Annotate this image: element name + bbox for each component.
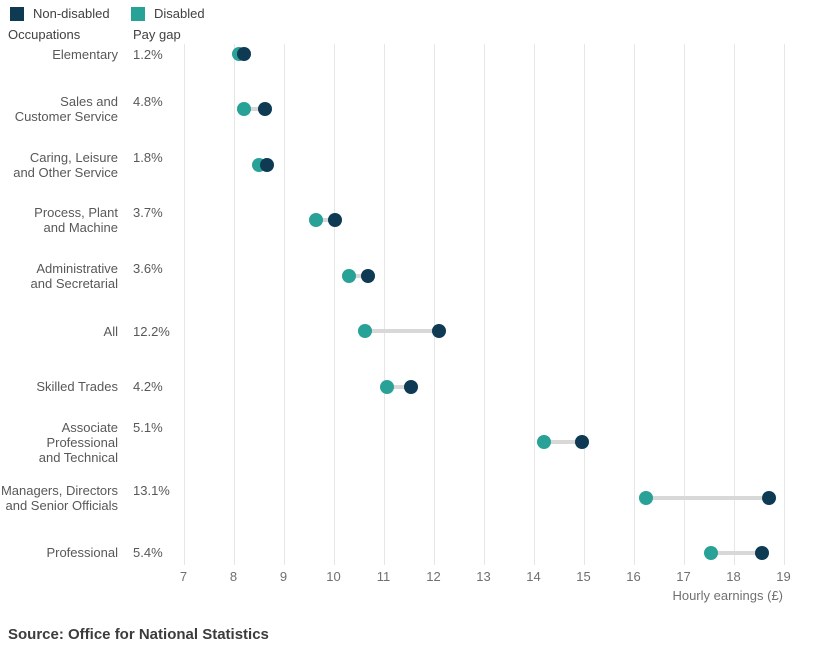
dot-disabled[interactable] xyxy=(236,102,251,117)
occupation-label: Elementary xyxy=(52,46,118,62)
pay-gap-value: 5.4% xyxy=(133,545,163,561)
dot-non-disabled[interactable] xyxy=(574,435,589,450)
dumbbell-connector xyxy=(316,218,335,223)
column-header-pay-gap: Pay gap xyxy=(133,27,181,42)
dot-disabled[interactable] xyxy=(536,435,551,450)
x-tick-label: 12 xyxy=(426,569,441,584)
gridline xyxy=(683,44,685,565)
dumbbell-connector xyxy=(243,107,265,112)
dot-disabled[interactable] xyxy=(358,324,372,339)
occupation-label: All xyxy=(103,323,118,339)
chart-row: Associate Professional and Technical 5.1% xyxy=(0,420,814,465)
pay-gap-value: 1.8% xyxy=(133,149,163,165)
x-tick-label: 17 xyxy=(676,569,691,584)
dot-non-disabled[interactable] xyxy=(257,102,272,117)
dumbbell-connector xyxy=(386,384,411,389)
pay-gap-value: 3.6% xyxy=(133,260,163,276)
x-tick-label: 8 xyxy=(229,569,238,584)
source-note: Source: Office for National Statistics xyxy=(8,626,269,643)
legend-swatch-non-disabled-icon xyxy=(10,6,24,21)
chart-row: Elementary 1.2% xyxy=(0,47,814,62)
x-tick-label: 13 xyxy=(476,569,491,584)
x-axis-title: Hourly earnings (£) xyxy=(672,588,783,603)
pay-gap-value: 3.7% xyxy=(133,205,163,221)
pay-gap-value: 4.2% xyxy=(133,379,163,395)
dumbbell-connector xyxy=(543,440,582,445)
dot-non-disabled[interactable] xyxy=(762,490,776,505)
x-tick-label: 11 xyxy=(376,569,391,584)
chart-row: Skilled Trades 4.2% xyxy=(0,379,814,394)
chart-row: Managers, Directors and Senior Officials… xyxy=(0,483,814,513)
legend-item-disabled[interactable]: Disabled xyxy=(131,6,205,21)
dot-non-disabled[interactable] xyxy=(236,47,251,61)
occupation-label: Caring, Leisure and Other Service xyxy=(13,149,118,180)
gridline xyxy=(433,44,435,565)
dumbbell-connector xyxy=(646,495,769,500)
occupation-label: Administrative and Secretarial xyxy=(30,260,118,291)
dot-non-disabled[interactable] xyxy=(754,545,769,560)
x-tick-label: 9 xyxy=(279,569,288,584)
gridline xyxy=(533,44,535,565)
gridline xyxy=(333,44,335,565)
dot-disabled[interactable] xyxy=(341,268,356,283)
occupation-label: Associate Professional and Technical xyxy=(38,419,118,465)
chart-row: Professional 5.4% xyxy=(0,545,814,560)
dot-non-disabled[interactable] xyxy=(360,268,375,283)
legend-item-non-disabled[interactable]: Non-disabled xyxy=(10,6,110,21)
x-tick-label: 14 xyxy=(526,569,541,584)
dot-non-disabled[interactable] xyxy=(404,379,418,394)
dot-non-disabled[interactable] xyxy=(327,213,342,228)
gridline xyxy=(233,44,235,565)
pay-gap-value: 12.2% xyxy=(133,323,170,339)
dot-disabled[interactable] xyxy=(309,213,323,228)
chart-row: All 12.2% xyxy=(0,324,814,339)
x-tick-label: 15 xyxy=(576,569,591,584)
dumbbell-connector xyxy=(365,329,439,334)
gridline xyxy=(583,44,585,565)
occupation-label: Professional xyxy=(46,545,118,561)
column-header-occupations: Occupations xyxy=(8,27,81,42)
dot-non-disabled[interactable] xyxy=(432,324,446,339)
gridline xyxy=(633,44,635,565)
x-tick-label: 10 xyxy=(326,569,341,584)
gridline xyxy=(283,44,285,565)
occupation-label: Skilled Trades xyxy=(36,379,118,395)
chart-row: Caring, Leisure and Other Service 1.8% xyxy=(0,150,814,180)
dot-disabled[interactable] xyxy=(639,490,653,505)
dot-disabled[interactable] xyxy=(704,545,718,560)
x-tick-label: 19 xyxy=(776,569,791,584)
occupation-label: Process, Plant and Machine xyxy=(34,205,118,236)
chart-row: Sales and Customer Service 4.8% xyxy=(0,94,814,124)
gridline xyxy=(183,44,185,565)
chart-row: Process, Plant and Machine 3.7% xyxy=(0,205,814,235)
x-tick-label: 18 xyxy=(726,569,741,584)
dot-non-disabled[interactable] xyxy=(259,157,274,172)
gridline xyxy=(383,44,385,565)
gridline xyxy=(783,44,785,565)
legend-label-non-disabled: Non-disabled xyxy=(33,6,110,21)
occupation-label: Managers, Directors and Senior Officials xyxy=(0,482,118,513)
pay-gap-value: 1.2% xyxy=(133,46,163,62)
x-tick-label: 16 xyxy=(626,569,641,584)
occupation-label: Sales and Customer Service xyxy=(14,94,118,125)
pay-gap-value: 5.1% xyxy=(133,419,163,435)
pay-gap-value: 13.1% xyxy=(133,482,170,498)
legend-label-disabled: Disabled xyxy=(154,6,205,21)
gridline xyxy=(733,44,735,565)
dumbbell-connector xyxy=(348,273,368,278)
chart-row: Administrative and Secretarial 3.6% xyxy=(0,261,814,291)
legend-swatch-disabled-icon xyxy=(131,6,145,21)
x-tick-label: 7 xyxy=(179,569,188,584)
dot-disabled[interactable] xyxy=(379,379,394,394)
pay-gap-value: 4.8% xyxy=(133,94,163,110)
dumbbell-connector xyxy=(711,550,762,555)
gridline xyxy=(483,44,485,565)
